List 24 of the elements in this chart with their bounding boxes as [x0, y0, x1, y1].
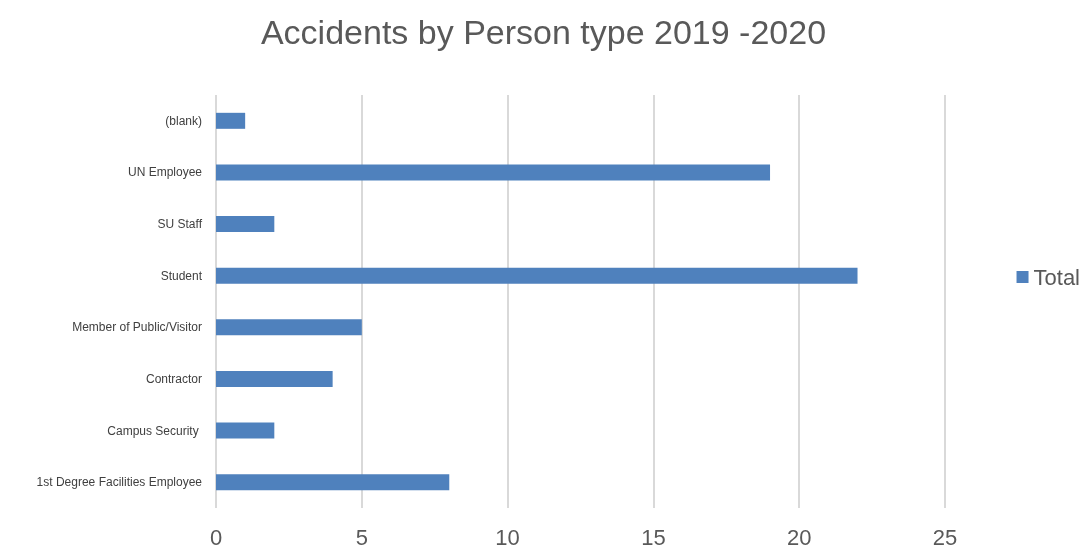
x-tick-label: 0: [209, 524, 223, 550]
y-tick-label: Member of Public/Visitor: [72, 320, 202, 335]
x-tick-label: 15: [641, 524, 666, 550]
bar: [216, 112, 246, 129]
x-tick-label: 5: [355, 524, 368, 550]
x-tick-label: 25: [932, 524, 958, 550]
y-tick-label: UN Employee: [127, 165, 203, 180]
bar: [216, 422, 275, 439]
y-tick-label: Student: [160, 268, 203, 283]
y-tick-label: (blank): [165, 113, 202, 128]
bar: [216, 474, 450, 491]
bar: [216, 267, 858, 284]
bar: [216, 319, 362, 336]
chart-title: Accidents by Person type 2019 -2020: [260, 13, 827, 51]
bar: [216, 370, 333, 387]
y-tick-label: SU Staff: [157, 217, 203, 232]
y-tick-label: 1st Degree Facilities Employee: [36, 475, 203, 490]
bar: [216, 216, 275, 233]
bar: [216, 164, 771, 181]
legend-label: Total: [1033, 264, 1081, 290]
y-tick-label: Contractor: [145, 371, 202, 386]
y-tick-label: Campus Security: [107, 423, 202, 438]
x-tick-label: 20: [786, 524, 812, 550]
x-tick-label: 10: [495, 524, 520, 550]
